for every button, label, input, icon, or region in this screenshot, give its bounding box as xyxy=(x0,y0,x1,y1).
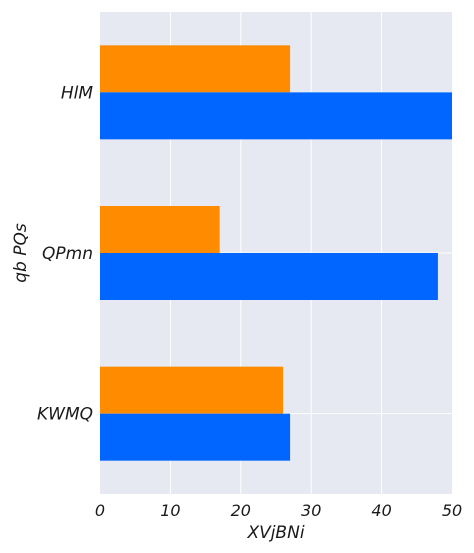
x-tick-label: 10 xyxy=(160,501,180,520)
bars xyxy=(100,45,452,461)
y-axis-label: qb PQs xyxy=(11,223,31,283)
bar xyxy=(100,45,291,93)
x-tick-labels: 0 10 20 30 40 50 xyxy=(95,501,462,520)
bar xyxy=(100,206,220,253)
category-labels: HlM QPmn KWMQ xyxy=(37,83,93,424)
x-tick-label: 40 xyxy=(371,501,391,520)
category-label: QPmn xyxy=(42,244,93,264)
x-tick-label: 50 xyxy=(442,501,462,520)
bar xyxy=(100,92,452,140)
category-label: HlM xyxy=(61,83,94,103)
x-tick-label: 0 xyxy=(95,501,105,520)
category-label: KWMQ xyxy=(37,405,93,425)
bar xyxy=(100,253,438,300)
x-tick-label: 30 xyxy=(301,501,321,520)
bar xyxy=(100,366,284,414)
bar xyxy=(100,413,291,461)
x-axis-label: XVjBNi xyxy=(246,523,304,543)
x-tick-label: 20 xyxy=(231,501,251,520)
